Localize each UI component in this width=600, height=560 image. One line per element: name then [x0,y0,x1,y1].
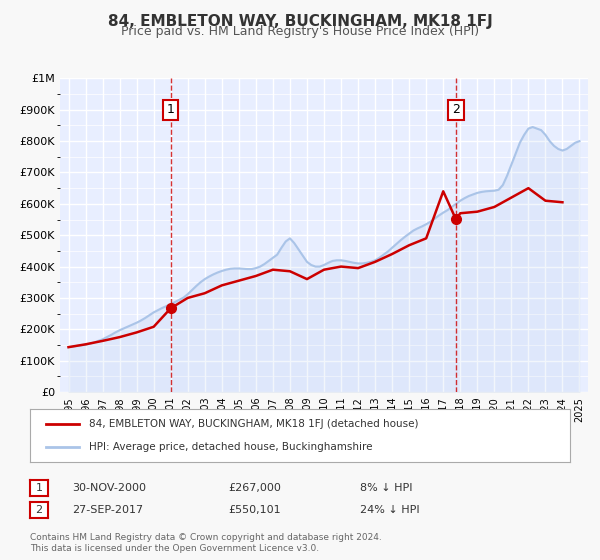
Text: 27-SEP-2017: 27-SEP-2017 [72,505,143,515]
Text: 2: 2 [452,103,460,116]
Text: 2: 2 [35,505,43,515]
Text: 1: 1 [167,103,175,116]
Text: 84, EMBLETON WAY, BUCKINGHAM, MK18 1FJ (detached house): 84, EMBLETON WAY, BUCKINGHAM, MK18 1FJ (… [89,419,419,429]
Text: £267,000: £267,000 [228,483,281,493]
Text: Price paid vs. HM Land Registry's House Price Index (HPI): Price paid vs. HM Land Registry's House … [121,25,479,38]
Text: 84, EMBLETON WAY, BUCKINGHAM, MK18 1FJ: 84, EMBLETON WAY, BUCKINGHAM, MK18 1FJ [107,14,493,29]
Text: 30-NOV-2000: 30-NOV-2000 [72,483,146,493]
Text: £550,101: £550,101 [228,505,281,515]
Text: 8% ↓ HPI: 8% ↓ HPI [360,483,413,493]
Text: Contains HM Land Registry data © Crown copyright and database right 2024.
This d: Contains HM Land Registry data © Crown c… [30,533,382,553]
Text: HPI: Average price, detached house, Buckinghamshire: HPI: Average price, detached house, Buck… [89,442,373,452]
Text: 24% ↓ HPI: 24% ↓ HPI [360,505,419,515]
Text: 1: 1 [35,483,43,493]
